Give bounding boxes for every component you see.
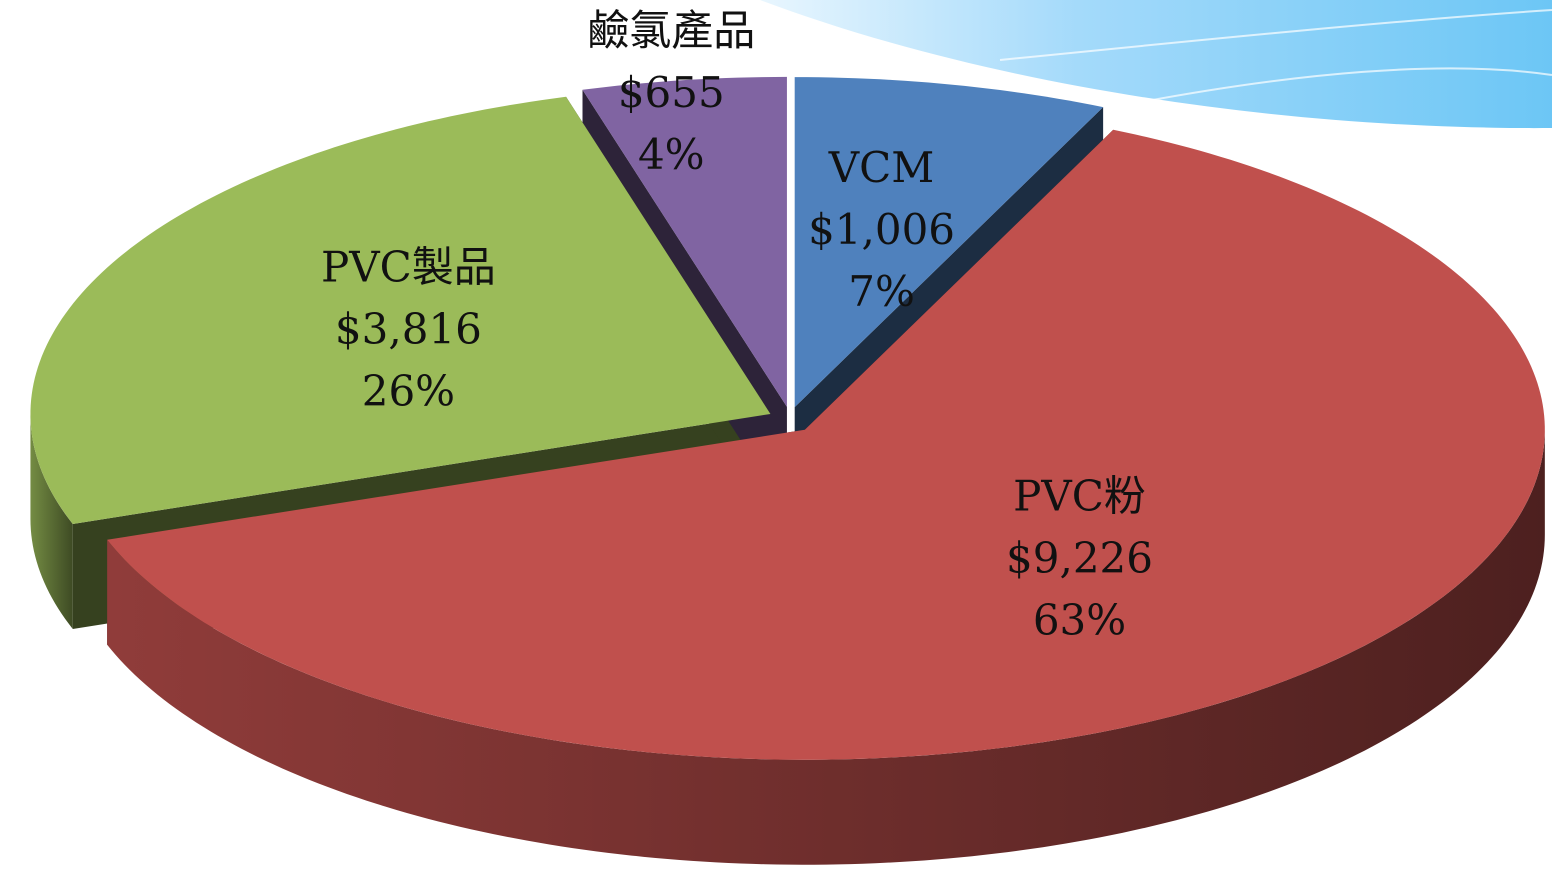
category-label: 鹼氯產品 — [587, 6, 755, 55]
slice-side — [30, 413, 73, 629]
value-label: $1,006 — [808, 205, 955, 254]
pie-slice — [794, 77, 1104, 408]
data-labels: VCM $1,006 7% PVC粉 $9,226 63% PVC製品 $3,816 26% 鹼氯… — [321, 6, 1153, 644]
background-swoosh — [760, 0, 1552, 129]
percent-label: 7% — [848, 267, 915, 316]
pie-slice — [30, 96, 771, 524]
percent-label: 63% — [1033, 595, 1126, 644]
percent-label: 4% — [638, 130, 705, 179]
value-label: $3,816 — [335, 304, 482, 353]
pie-slice — [582, 76, 787, 407]
pie-slice — [107, 129, 1545, 760]
category-label: VCM — [828, 143, 934, 192]
value-label: $655 — [618, 68, 725, 117]
category-label: PVC製品 — [321, 242, 496, 291]
value-label: $9,226 — [1006, 533, 1153, 582]
pie-tops — [30, 76, 1545, 760]
slice-side — [107, 429, 1545, 865]
percent-label: 26% — [362, 366, 455, 415]
category-label: PVC粉 — [1013, 471, 1146, 520]
pie-sides — [30, 413, 1545, 865]
